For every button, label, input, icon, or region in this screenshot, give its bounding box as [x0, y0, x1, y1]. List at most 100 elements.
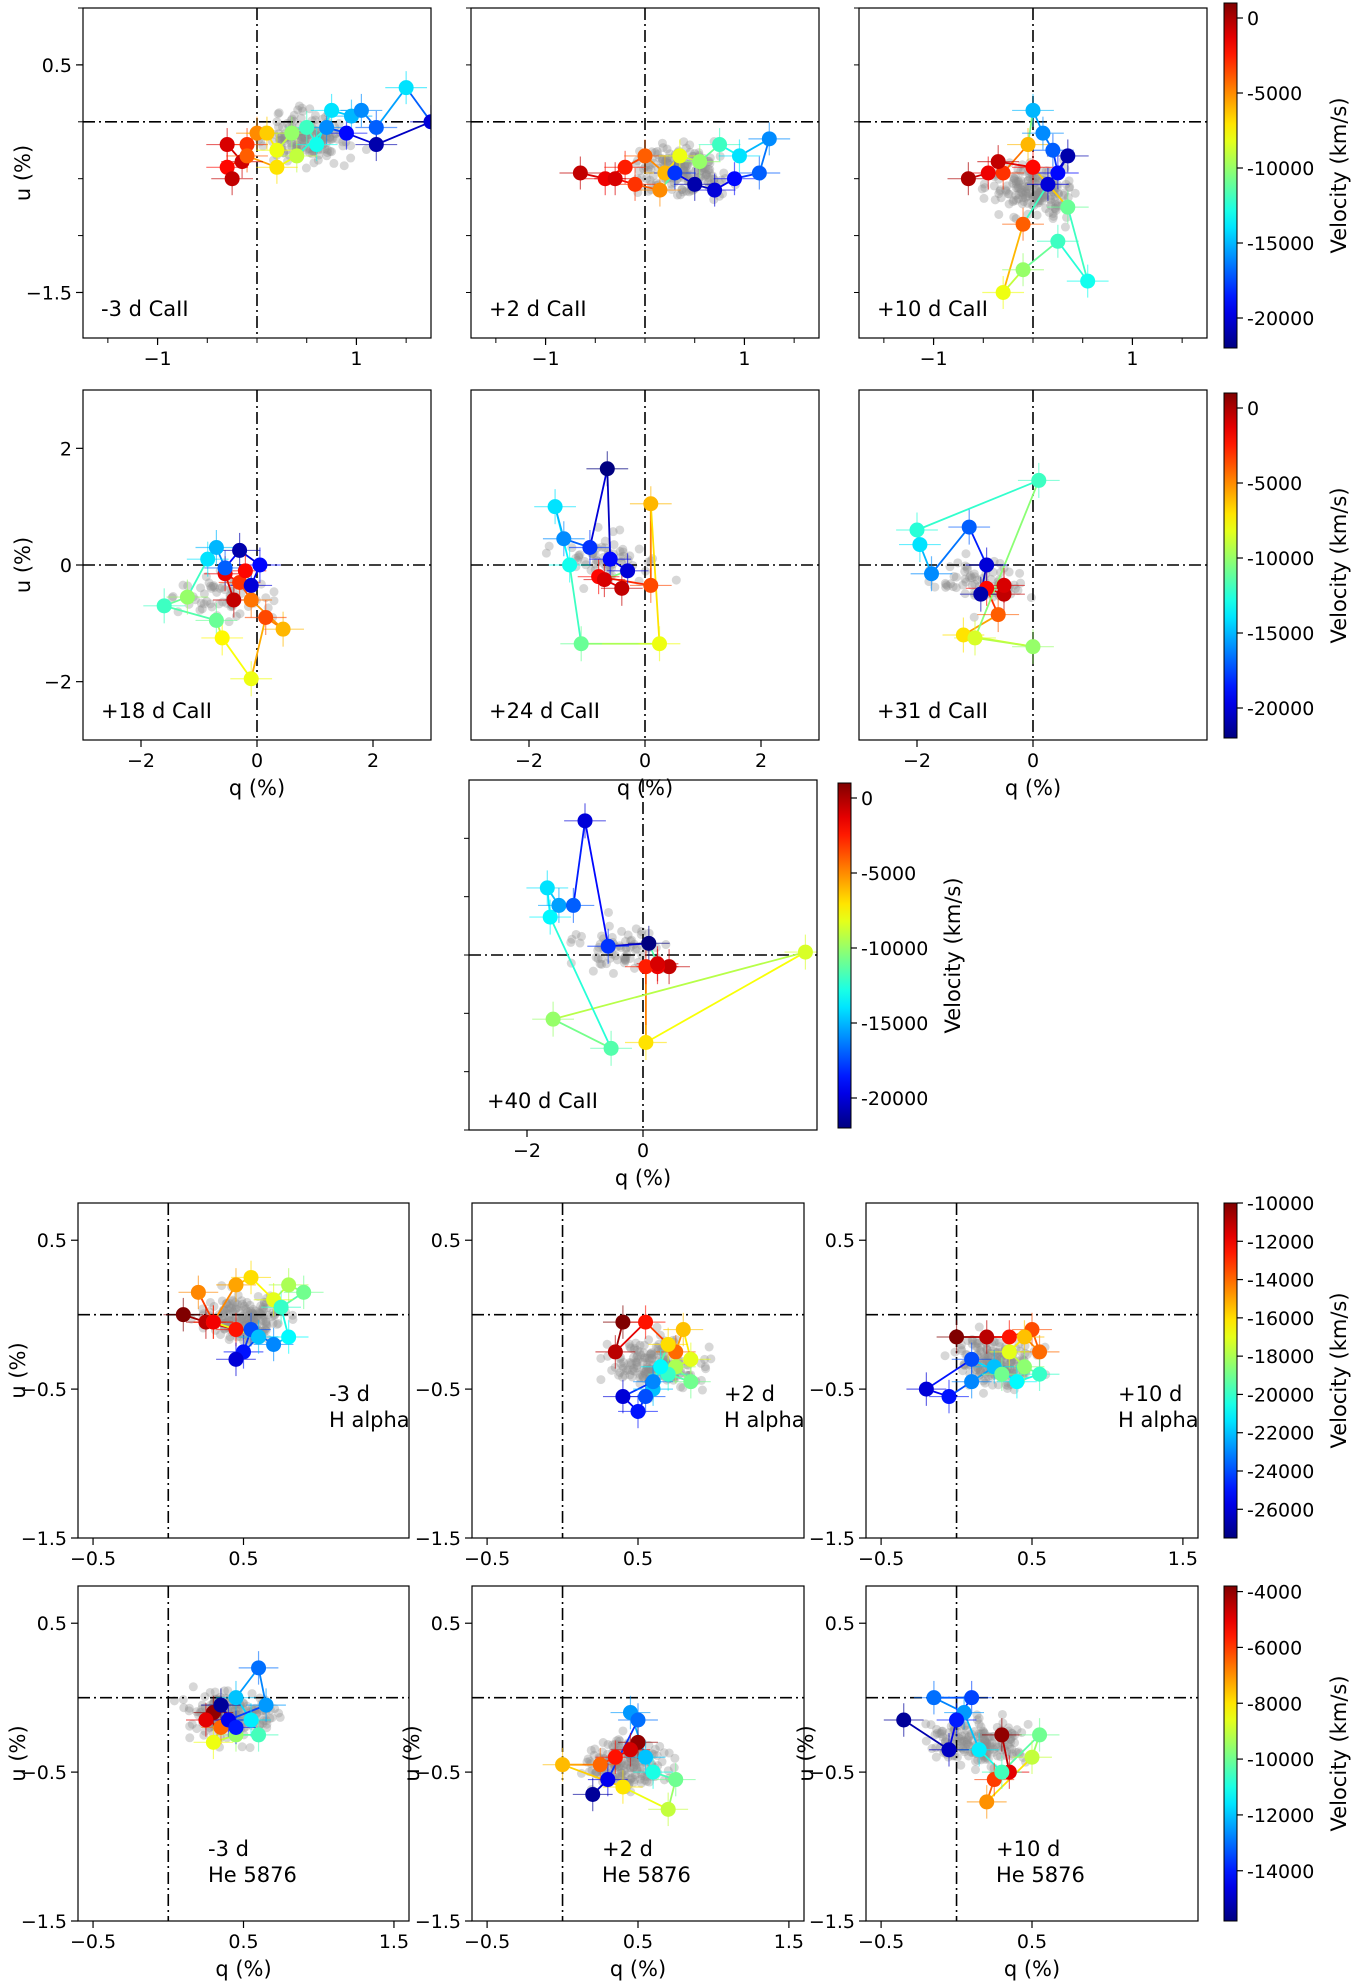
background-point [634, 1347, 644, 1357]
background-point [685, 147, 695, 157]
background-point [249, 1313, 259, 1323]
background-point [615, 1368, 625, 1378]
colorbar-gradient [1223, 1585, 1238, 1922]
background-point [678, 187, 688, 197]
data-point [281, 1329, 297, 1345]
data-point [607, 1749, 623, 1765]
data-point [1050, 233, 1066, 249]
background-point [642, 174, 652, 184]
background-point [1001, 185, 1011, 195]
data-point [243, 671, 259, 687]
background-point [326, 135, 336, 145]
background-point [228, 1296, 238, 1306]
panel-label: +2 d [602, 1837, 653, 1861]
background-point [583, 1754, 593, 1764]
background-point [597, 959, 607, 969]
data-point [1015, 262, 1031, 278]
background-point [644, 1335, 654, 1345]
background-point [980, 1735, 990, 1745]
data-point [1009, 1374, 1025, 1390]
y-tick-label: −1.5 [21, 1911, 67, 1933]
background-point [629, 1777, 639, 1787]
background-point [227, 1303, 237, 1313]
background-point [628, 1762, 638, 1772]
background-point [1009, 195, 1019, 205]
data-point [918, 1381, 934, 1397]
background-point [286, 138, 296, 148]
background-point [310, 110, 320, 120]
background-point [705, 165, 715, 175]
background-point [963, 1739, 973, 1749]
data-point [995, 284, 1011, 300]
background-point [636, 1350, 646, 1360]
background-point [1064, 183, 1074, 193]
background-point [361, 145, 371, 155]
background-point [329, 158, 339, 168]
background-point [653, 1342, 663, 1352]
background-point [973, 1755, 983, 1765]
background-point [701, 1364, 711, 1374]
track-segment [552, 951, 806, 1021]
background-point [241, 1313, 251, 1323]
background-point [636, 1769, 646, 1779]
background-point [644, 162, 654, 172]
background-point [977, 184, 987, 194]
data-point [1032, 1344, 1048, 1360]
data-point [949, 1712, 965, 1728]
background-point [967, 573, 977, 583]
background-point [622, 1760, 632, 1770]
background-point [963, 1336, 973, 1346]
background-point [597, 931, 607, 941]
data-point [909, 522, 925, 538]
background-point [659, 1748, 669, 1758]
colorbar-tick-label: -8000 [1247, 1693, 1302, 1715]
panel-ca-m3: −1 1 0.5 −1.5 u (%) -3 d CaII [11, 7, 432, 370]
background-point [325, 146, 335, 156]
background-point [1009, 174, 1019, 184]
y-tick-label: −0.5 [21, 1379, 67, 1401]
background-point [976, 1722, 986, 1732]
background-point [625, 1358, 635, 1368]
background-point [1025, 172, 1035, 182]
background-point [995, 186, 1005, 196]
background-point [262, 1723, 272, 1733]
background-point [630, 1343, 640, 1353]
colorbar-tick-label: -12000 [1247, 1231, 1314, 1253]
background-point [1015, 184, 1025, 194]
background-point [932, 1728, 942, 1738]
background-point [1054, 189, 1064, 199]
background-point [701, 170, 711, 180]
data-point [237, 563, 253, 579]
background-point [626, 1360, 636, 1370]
data-point [289, 148, 305, 164]
background-point [1015, 568, 1025, 578]
background-point [1021, 188, 1031, 198]
background-point [187, 1719, 197, 1729]
data-point [232, 542, 248, 558]
background-point [1012, 1725, 1022, 1735]
data-point [630, 1712, 646, 1728]
background-point [1009, 175, 1019, 185]
background-point [970, 572, 980, 582]
background-point [1070, 188, 1080, 198]
panel-ha-p2: −0.5 0.50.5−0.5−1.5+2 dH alpha [415, 1202, 805, 1570]
background-point [621, 1366, 631, 1376]
data-point [645, 1764, 661, 1780]
background-point [676, 1382, 686, 1392]
background-point [244, 1309, 254, 1319]
data-point [896, 1712, 912, 1728]
track-segment [974, 480, 1040, 639]
data-point [979, 1329, 995, 1345]
data-point [1040, 176, 1056, 192]
colorbar-tick-label: -26000 [1247, 1499, 1314, 1521]
velocity-track [595, 1305, 711, 1429]
background-point [972, 575, 982, 585]
background-point [626, 1343, 636, 1353]
data-point [638, 959, 654, 975]
data-point [622, 1742, 638, 1758]
background-point [989, 181, 999, 191]
y-tick-label: −1.5 [809, 1528, 855, 1550]
background-point [967, 580, 977, 590]
background-point [274, 108, 284, 118]
background-point [1044, 207, 1054, 217]
